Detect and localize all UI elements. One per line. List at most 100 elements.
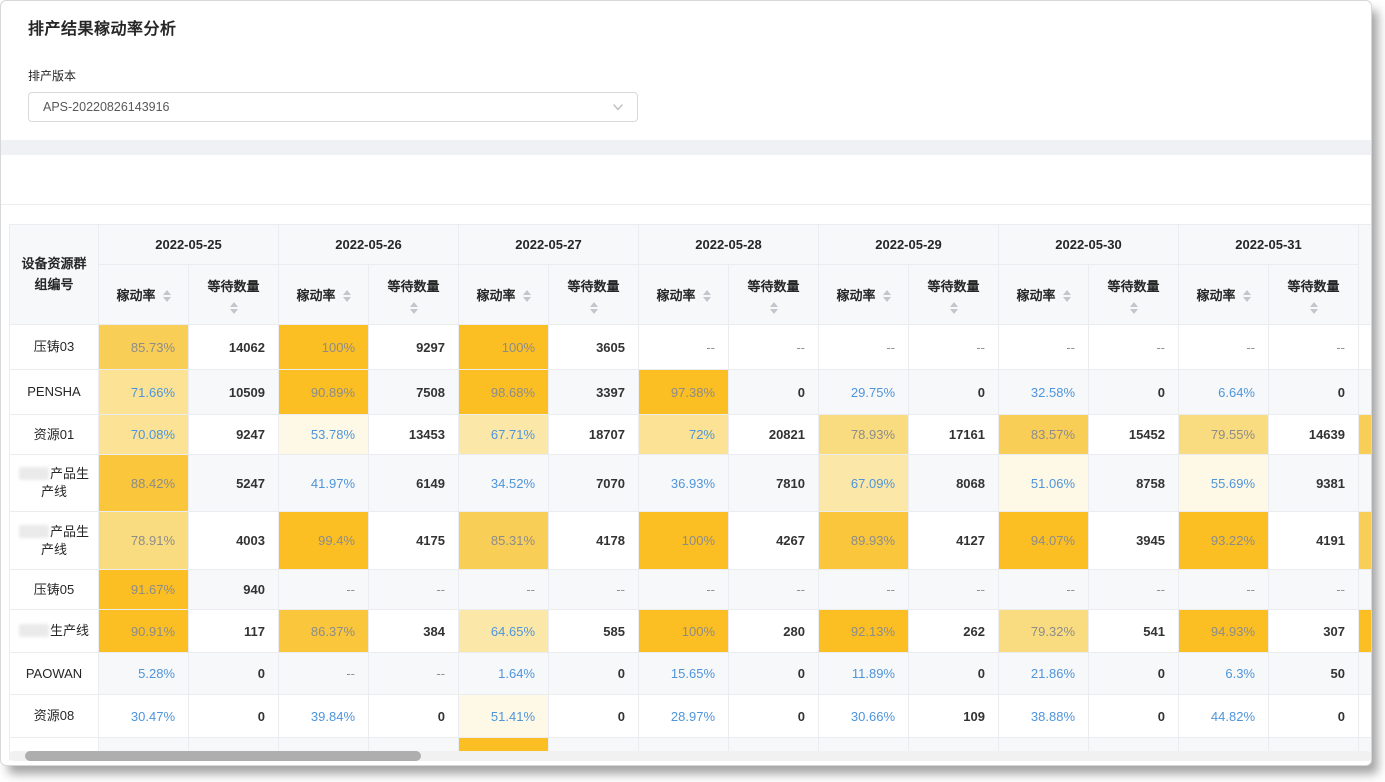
schedule-version-label: 排产版本 [28, 67, 1371, 84]
rate-cell: 70.08% [99, 415, 189, 455]
rate-cell: 91.67% [99, 570, 189, 610]
wait-cell: 14062 [189, 325, 279, 370]
sort-caret-icon[interactable] [230, 302, 238, 314]
wait-cell: 0 [729, 653, 819, 695]
rate-cell: 55.69% [1179, 455, 1269, 512]
rate-cell: 51.41% [459, 695, 549, 738]
wait-cell: -- [1089, 570, 1179, 610]
wait-cell: 3945 [1089, 512, 1179, 570]
resource-group-name: 产品生产线 [10, 455, 99, 512]
sort-caret-icon[interactable] [1063, 290, 1071, 302]
wait-cell: 14639 [1269, 415, 1359, 455]
rate-cell: 78.91% [99, 512, 189, 570]
rate-cell: -- [279, 570, 369, 610]
wait-cell: 7070 [549, 455, 639, 512]
date-column-header: 2022-05-29 [819, 225, 999, 265]
schedule-version-select[interactable]: APS-20220826143916 [28, 92, 638, 122]
wait-subheader: 等待数量 [1269, 265, 1359, 325]
wait-cell: 0 [549, 695, 639, 738]
wait-subheader: 等待数量 [369, 265, 459, 325]
next-day-peek-cell [1359, 415, 1373, 455]
rate-subheader: 稼动率 [279, 265, 369, 325]
horizontal-scrollbar-thumb[interactable] [25, 751, 421, 761]
wait-cell: 20821 [729, 415, 819, 455]
rate-cell: 34.52% [459, 455, 549, 512]
next-day-peek-cell [1359, 512, 1373, 570]
app-window: 排产结果稼动率分析 排产版本 APS-20220826143916 设备资源群组… [0, 0, 1372, 766]
wait-cell: 280 [729, 610, 819, 653]
date-column-header: 2022-05-25 [99, 225, 279, 265]
wait-cell: -- [909, 325, 999, 370]
wait-cell: 0 [189, 653, 279, 695]
utilization-table: 设备资源群组编号2022-05-252022-05-262022-05-2720… [9, 224, 1372, 761]
wait-cell: 4178 [549, 512, 639, 570]
wait-cell: 9381 [1269, 455, 1359, 512]
sort-caret-icon[interactable] [410, 302, 418, 314]
wait-cell: 117 [189, 610, 279, 653]
rate-cell: 100% [459, 325, 549, 370]
sort-caret-icon[interactable] [590, 302, 598, 314]
wait-cell: 10509 [189, 370, 279, 415]
wait-cell: 7810 [729, 455, 819, 512]
next-day-peek-cell [1359, 610, 1373, 653]
wait-cell: 940 [189, 570, 279, 610]
wait-cell: 6149 [369, 455, 459, 512]
rate-subheader: 稼动率 [1179, 265, 1269, 325]
sort-caret-icon[interactable] [703, 290, 711, 302]
wait-cell: 384 [369, 610, 459, 653]
table-row: 生产线90.91%11786.37%38464.65%585100%28092.… [10, 610, 1373, 653]
rate-cell: -- [1179, 325, 1269, 370]
rate-cell: 90.89% [279, 370, 369, 415]
rate-cell: 67.71% [459, 415, 549, 455]
rate-subheader: 稼动率 [99, 265, 189, 325]
rate-cell: 51.06% [999, 455, 1089, 512]
horizontal-scrollbar-track[interactable] [9, 751, 1372, 761]
sort-caret-icon[interactable] [1130, 302, 1138, 314]
wait-subheader: 等待数量 [909, 265, 999, 325]
wait-cell: 3397 [549, 370, 639, 415]
rate-cell: -- [639, 325, 729, 370]
rate-cell: -- [819, 325, 909, 370]
sort-caret-icon[interactable] [1243, 290, 1251, 302]
wait-cell: 585 [549, 610, 639, 653]
rate-cell: -- [819, 570, 909, 610]
rate-cell: 94.07% [999, 512, 1089, 570]
rate-cell: 79.32% [999, 610, 1089, 653]
sort-caret-icon[interactable] [883, 290, 891, 302]
sort-caret-icon[interactable] [163, 290, 171, 302]
wait-cell: -- [1089, 325, 1179, 370]
rate-cell: 72% [639, 415, 729, 455]
rate-cell: 98.68% [459, 370, 549, 415]
schedule-version-value: APS-20220826143916 [43, 100, 170, 114]
wait-cell: 8758 [1089, 455, 1179, 512]
sort-caret-icon[interactable] [523, 290, 531, 302]
wait-cell: 50 [1269, 653, 1359, 695]
rate-cell: 32.58% [999, 370, 1089, 415]
rate-cell: 30.66% [819, 695, 909, 738]
wait-cell: -- [369, 570, 459, 610]
rate-cell: 64.65% [459, 610, 549, 653]
sort-caret-icon[interactable] [1310, 302, 1318, 314]
sort-caret-icon[interactable] [770, 302, 778, 314]
rate-cell: 15.65% [639, 653, 729, 695]
wait-cell: 4175 [369, 512, 459, 570]
rate-cell: 100% [639, 610, 729, 653]
sort-caret-icon[interactable] [343, 290, 351, 302]
rate-cell: 100% [279, 325, 369, 370]
rate-cell: 6.3% [1179, 653, 1269, 695]
resource-group-name: 生产线 [10, 610, 99, 653]
rate-cell: 86.37% [279, 610, 369, 653]
wait-cell: 0 [729, 370, 819, 415]
sort-caret-icon[interactable] [950, 302, 958, 314]
next-day-peek-cell [1359, 695, 1373, 738]
rate-cell: 85.31% [459, 512, 549, 570]
wait-subheader: 等待数量 [1089, 265, 1179, 325]
rate-subheader: 稼动率 [639, 265, 729, 325]
rate-cell: 39.84% [279, 695, 369, 738]
wait-cell: 0 [909, 370, 999, 415]
rate-cell: 71.66% [99, 370, 189, 415]
next-day-peek-cell [1359, 570, 1373, 610]
rate-cell: 99.4% [279, 512, 369, 570]
resource-group-name: 产品生产线 [10, 512, 99, 570]
rate-cell: 41.97% [279, 455, 369, 512]
